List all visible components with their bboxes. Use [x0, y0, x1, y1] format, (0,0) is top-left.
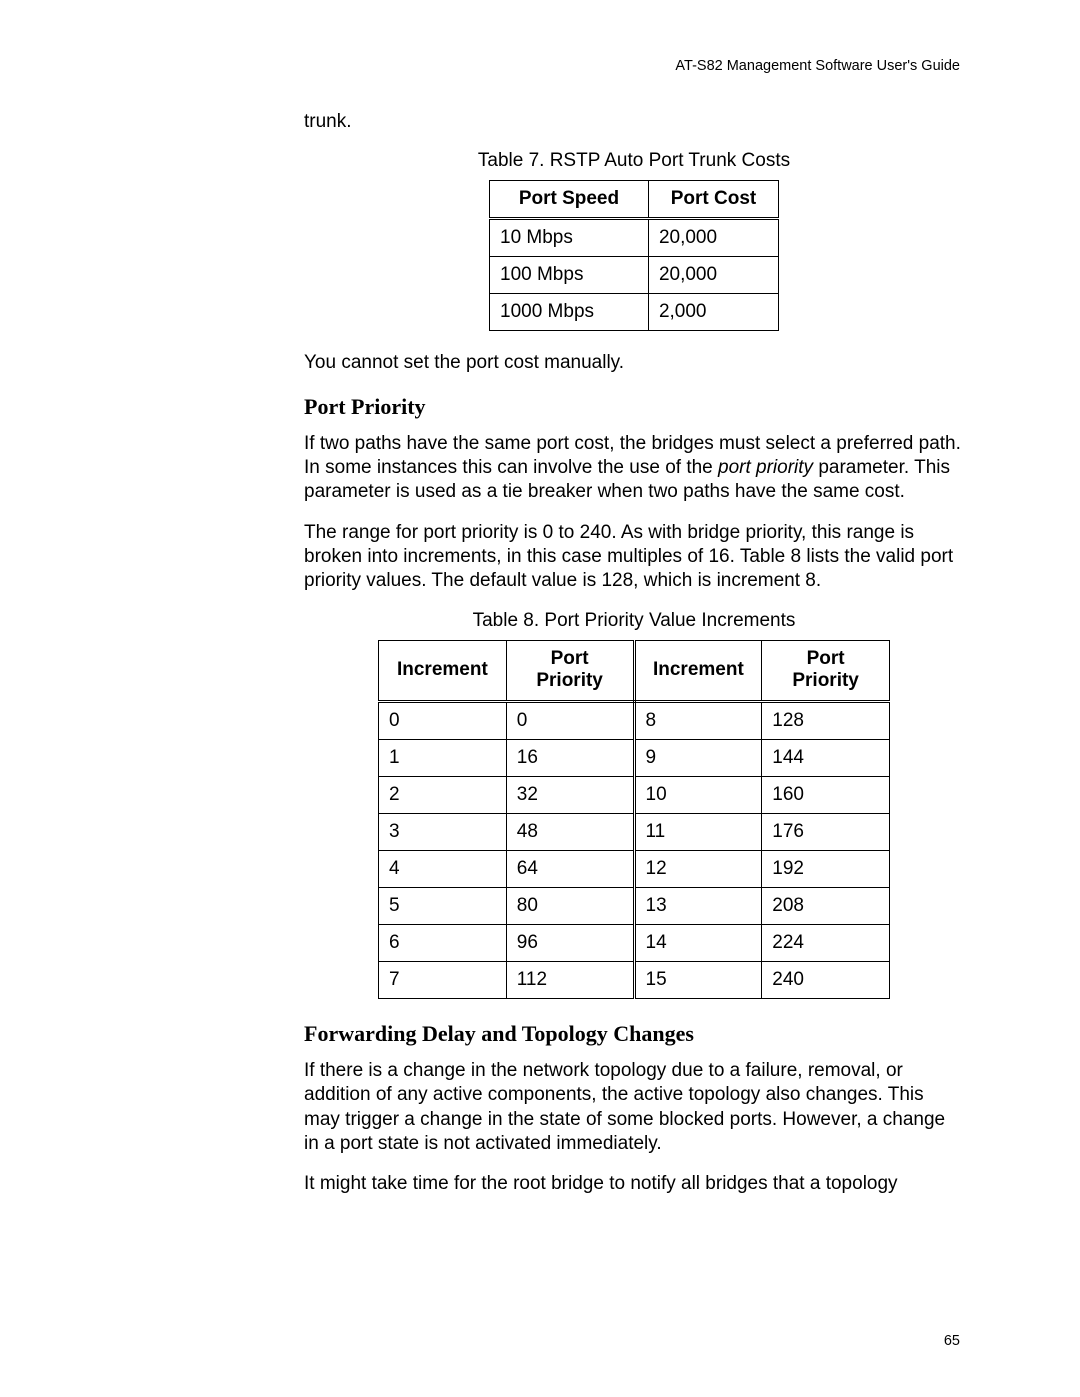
t8-ia: 7 [379, 962, 507, 999]
pp1-italic: port priority [718, 457, 813, 478]
t8-pa: 16 [506, 740, 634, 777]
content-column: trunk. Table 7. RSTP Auto Port Trunk Cos… [304, 110, 964, 1213]
t8-pa: 96 [506, 925, 634, 962]
t8-ib: 12 [634, 851, 762, 888]
table8-header-pp-a: Port Priority [506, 640, 634, 702]
table8-row: 4 64 12 192 [379, 851, 890, 888]
page-number: 65 [944, 1333, 960, 1349]
t8-pb: 224 [762, 925, 890, 962]
port-priority-para2: The range for port priority is 0 to 240.… [304, 521, 964, 594]
table8-header-pp-b: Port Priority [762, 640, 890, 702]
table8-row: 1 16 9 144 [379, 740, 890, 777]
t8-ib: 8 [634, 702, 762, 740]
table8-row: 6 96 14 224 [379, 925, 890, 962]
t8-ia: 5 [379, 888, 507, 925]
table7-row: 10 Mbps 20,000 [490, 219, 779, 257]
table7-cell-cost: 20,000 [648, 257, 778, 294]
t8-ib: 13 [634, 888, 762, 925]
t8-pb: 160 [762, 777, 890, 814]
t8-pb: 192 [762, 851, 890, 888]
t8-pa: 0 [506, 702, 634, 740]
table7-header-row: Port Speed Port Cost [490, 181, 779, 219]
t8-pb: 128 [762, 702, 890, 740]
t8-pb: 144 [762, 740, 890, 777]
table7-cell-speed: 100 Mbps [490, 257, 649, 294]
t8-pb: 208 [762, 888, 890, 925]
table8-row: 7 112 15 240 [379, 962, 890, 999]
page: AT-S82 Management Software User's Guide … [0, 0, 1080, 1397]
table8-row: 5 80 13 208 [379, 888, 890, 925]
table8-header-pp-a2: Priority [536, 670, 603, 691]
t8-pa: 64 [506, 851, 634, 888]
t8-ib: 15 [634, 962, 762, 999]
table8-row: 2 32 10 160 [379, 777, 890, 814]
t8-ia: 1 [379, 740, 507, 777]
port-priority-para1: If two paths have the same port cost, th… [304, 432, 964, 505]
table7-wrap: Port Speed Port Cost 10 Mbps 20,000 100 … [489, 180, 779, 331]
table8-row: 3 48 11 176 [379, 814, 890, 851]
table7-header-cost: Port Cost [648, 181, 778, 219]
table7-row: 100 Mbps 20,000 [490, 257, 779, 294]
t8-pa: 112 [506, 962, 634, 999]
table8-header-pp-a1: Port [551, 648, 589, 669]
t8-ib: 11 [634, 814, 762, 851]
t8-pa: 80 [506, 888, 634, 925]
table8-caption: Table 8. Port Priority Value Increments [304, 610, 964, 632]
cannot-set-line: You cannot set the port cost manually. [304, 351, 964, 375]
t8-ia: 3 [379, 814, 507, 851]
forwarding-delay-para2: It might take time for the root bridge t… [304, 1172, 964, 1196]
table7-caption: Table 7. RSTP Auto Port Trunk Costs [304, 150, 964, 172]
port-priority-heading: Port Priority [304, 394, 964, 420]
table8-header-inc-b: Increment [634, 640, 762, 702]
forwarding-delay-para1: If there is a change in the network topo… [304, 1059, 964, 1156]
table7-cell-cost: 2,000 [648, 294, 778, 331]
t8-ia: 6 [379, 925, 507, 962]
table8: Increment Port Priority Increment Port P… [378, 640, 890, 1000]
t8-ib: 10 [634, 777, 762, 814]
table8-row: 0 0 8 128 [379, 702, 890, 740]
t8-pb: 176 [762, 814, 890, 851]
t8-ib: 9 [634, 740, 762, 777]
t8-ia: 4 [379, 851, 507, 888]
table7-header-speed: Port Speed [490, 181, 649, 219]
table8-header-pp-b1: Port [807, 648, 845, 669]
table8-header-inc-a: Increment [379, 640, 507, 702]
table7-row: 1000 Mbps 2,000 [490, 294, 779, 331]
t8-pb: 240 [762, 962, 890, 999]
t8-ia: 2 [379, 777, 507, 814]
table8-wrap: Increment Port Priority Increment Port P… [378, 640, 890, 1000]
t8-ia: 0 [379, 702, 507, 740]
t8-pa: 32 [506, 777, 634, 814]
t8-pa: 48 [506, 814, 634, 851]
forwarding-delay-heading: Forwarding Delay and Topology Changes [304, 1021, 964, 1047]
table8-header-pp-b2: Priority [792, 670, 859, 691]
table7-cell-speed: 10 Mbps [490, 219, 649, 257]
table7: Port Speed Port Cost 10 Mbps 20,000 100 … [489, 180, 779, 331]
trunk-line: trunk. [304, 110, 964, 134]
t8-ib: 14 [634, 925, 762, 962]
table7-cell-cost: 20,000 [648, 219, 778, 257]
table8-header-row: Increment Port Priority Increment Port P… [379, 640, 890, 702]
doc-header: AT-S82 Management Software User's Guide [675, 58, 960, 74]
table7-cell-speed: 1000 Mbps [490, 294, 649, 331]
